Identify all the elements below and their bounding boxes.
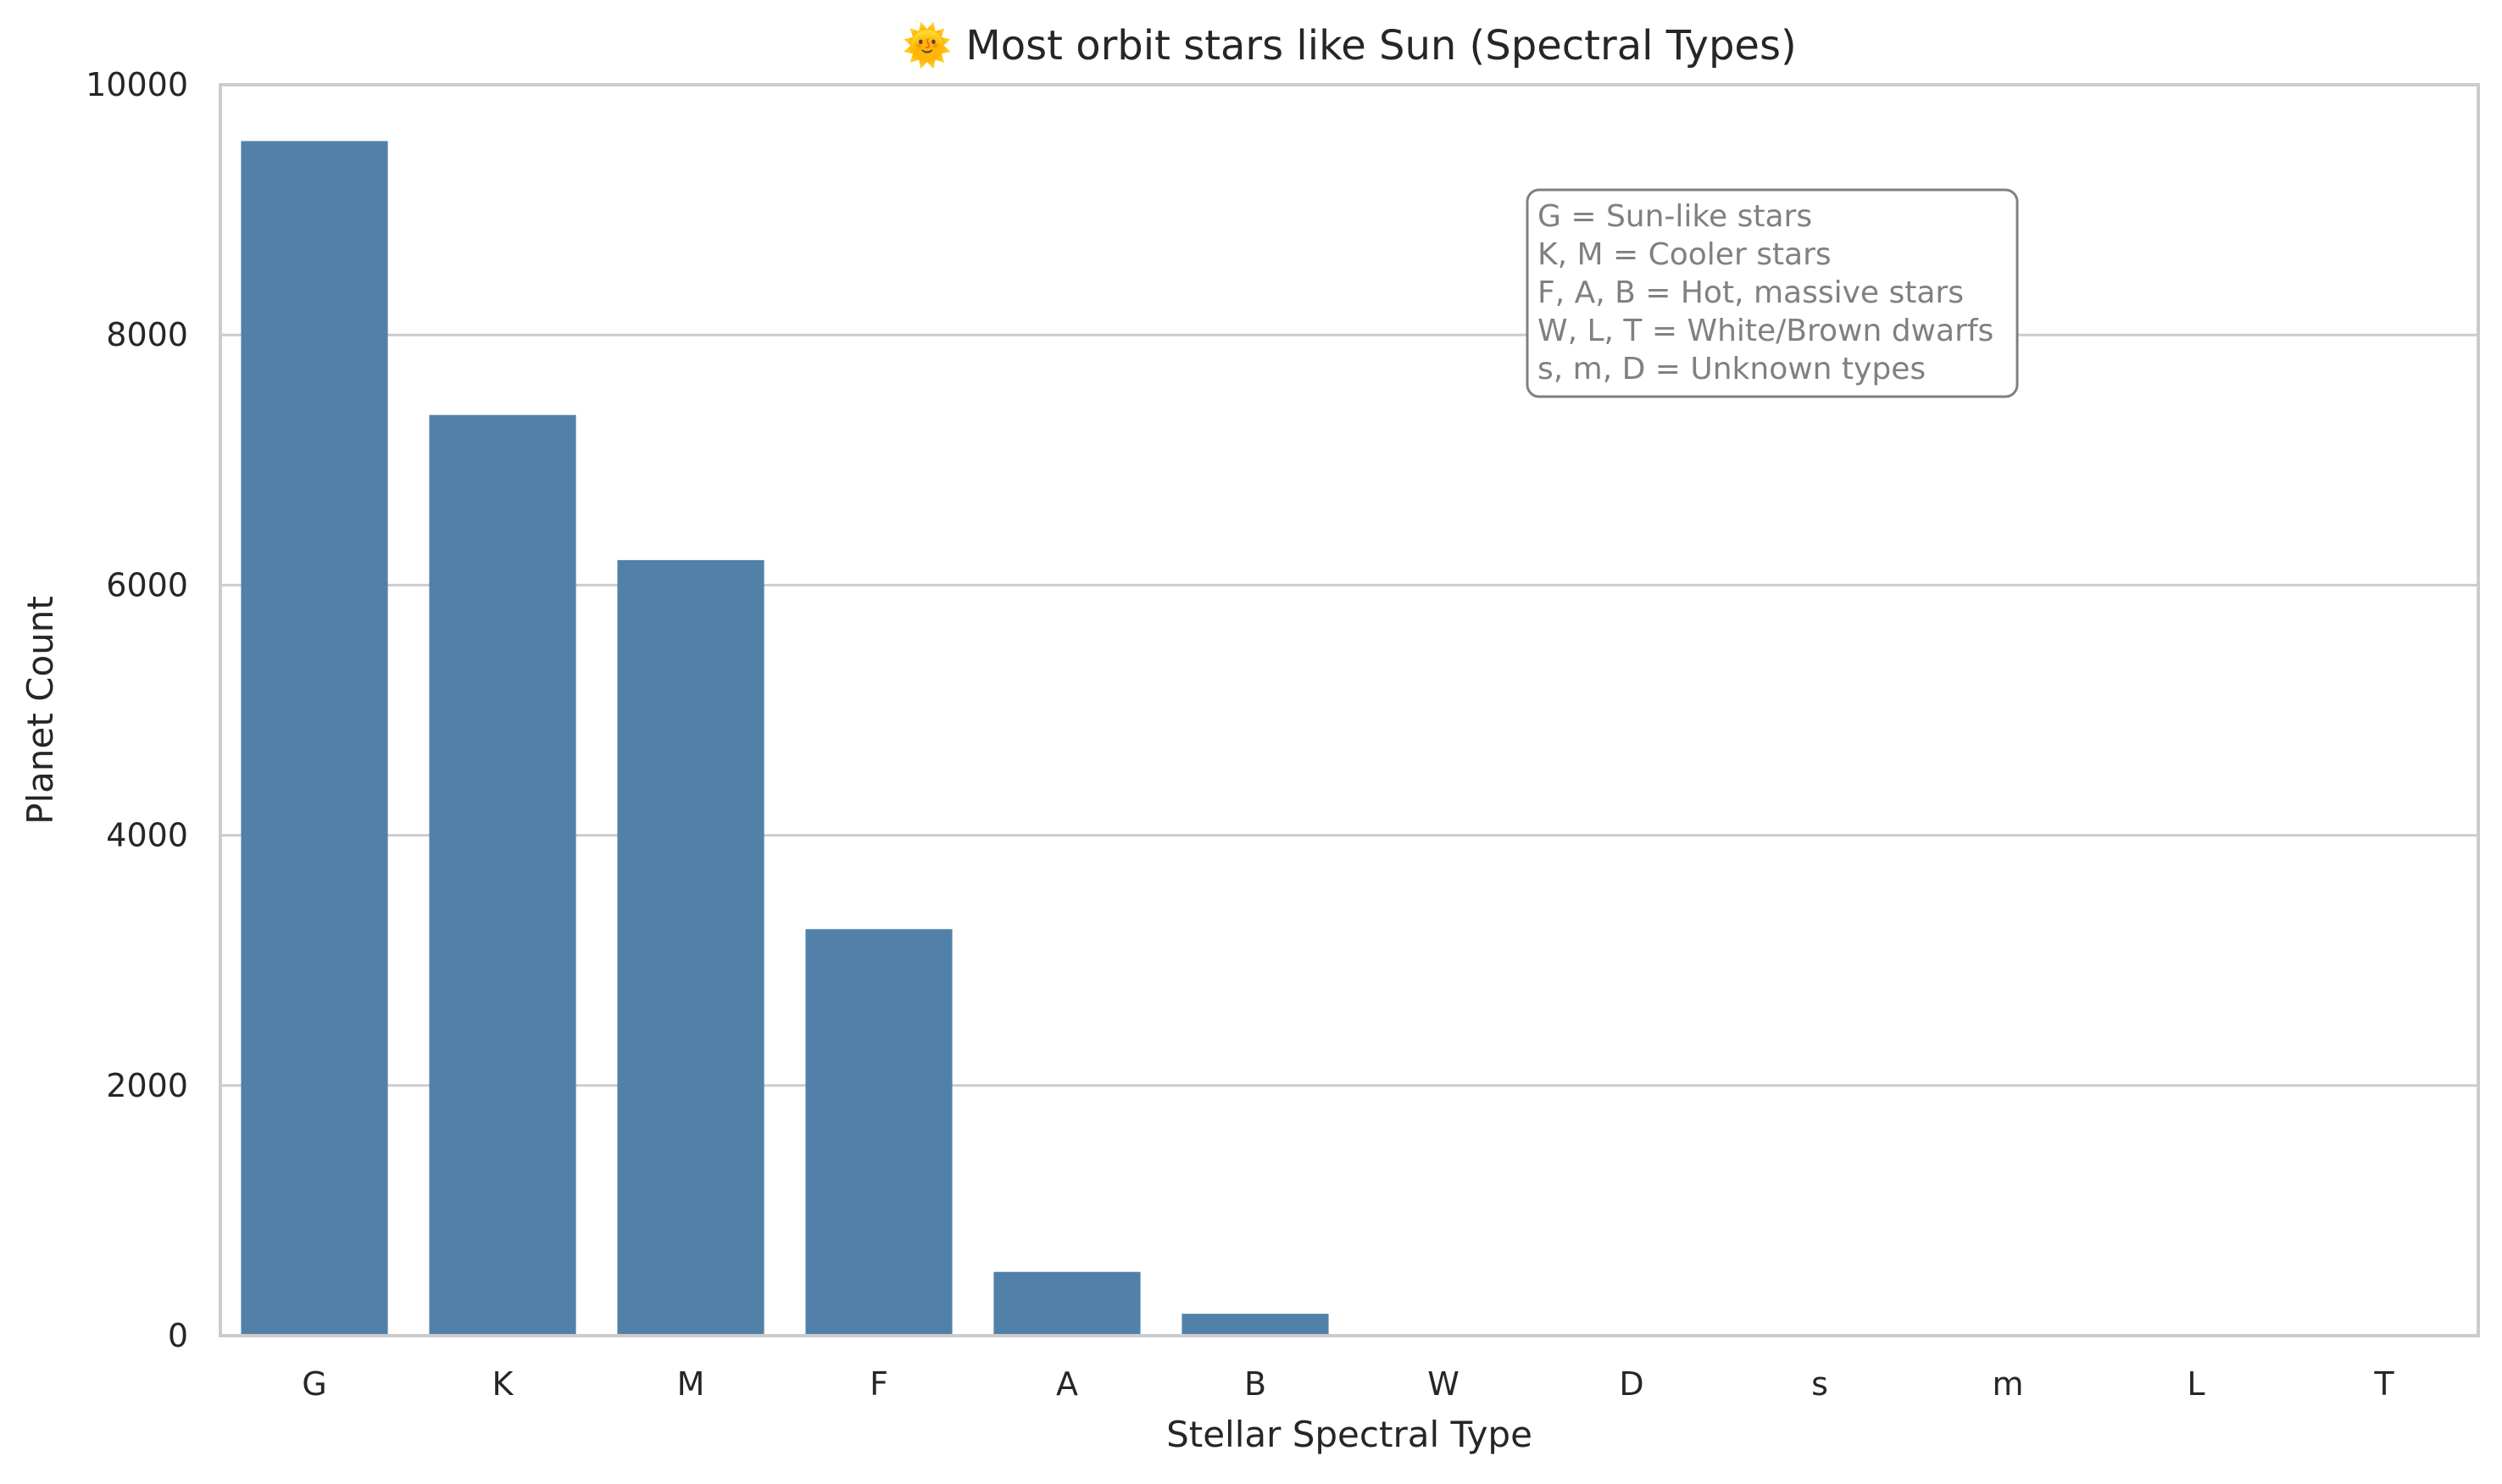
bar-F xyxy=(805,929,953,1336)
x-tick-label: T xyxy=(2373,1365,2394,1403)
chart-title: 🌞 Most orbit stars like Sun (Spectral Ty… xyxy=(902,21,1796,69)
x-tick-label: M xyxy=(677,1365,705,1403)
x-tick-label: W xyxy=(1427,1365,1460,1403)
note-line: F, A, B = Hot, massive stars xyxy=(1537,275,1964,310)
note-line: K, M = Cooler stars xyxy=(1537,237,1832,272)
y-axis-ticks: 0 2000 4000 6000 8000 10000 xyxy=(86,66,188,1354)
x-tick-label: D xyxy=(1619,1365,1643,1403)
plot-frame xyxy=(219,83,2480,1337)
spectral-type-legend-note: G = Sun-like stars K, M = Cooler stars F… xyxy=(1526,188,2019,398)
bar-A xyxy=(993,1271,1141,1336)
x-tick-label: F xyxy=(870,1365,888,1403)
note-line: s, m, D = Unknown types xyxy=(1537,352,1926,386)
x-tick-label: B xyxy=(1244,1365,1266,1403)
x-axis-label: Stellar Spectral Type xyxy=(1166,1414,1532,1455)
y-tick-label: 6000 xyxy=(106,566,188,603)
x-tick-label: A xyxy=(1056,1365,1078,1403)
bars xyxy=(241,141,2458,1336)
y-tick-label: 8000 xyxy=(106,316,188,353)
y-tick-label: 10000 xyxy=(86,66,188,103)
y-axis-label: Planet Count xyxy=(19,596,61,825)
bar-B xyxy=(1182,1314,1329,1336)
y-tick-label: 4000 xyxy=(106,817,188,854)
x-tick-label: m xyxy=(1992,1365,2023,1403)
x-tick-label: L xyxy=(2187,1365,2205,1403)
bar-K xyxy=(429,414,576,1336)
x-tick-label: s xyxy=(1811,1365,1828,1403)
bar-G xyxy=(241,141,388,1336)
x-tick-label: G xyxy=(302,1365,326,1403)
x-tick-label: K xyxy=(492,1365,514,1403)
bar-M xyxy=(617,559,764,1336)
note-line: G = Sun-like stars xyxy=(1537,199,1812,234)
note-box xyxy=(1526,188,2019,398)
y-tick-label: 2000 xyxy=(106,1067,188,1104)
y-tick-label: 0 xyxy=(168,1317,188,1354)
note-line: W, L, T = White/Brown dwarfs xyxy=(1537,314,1993,348)
